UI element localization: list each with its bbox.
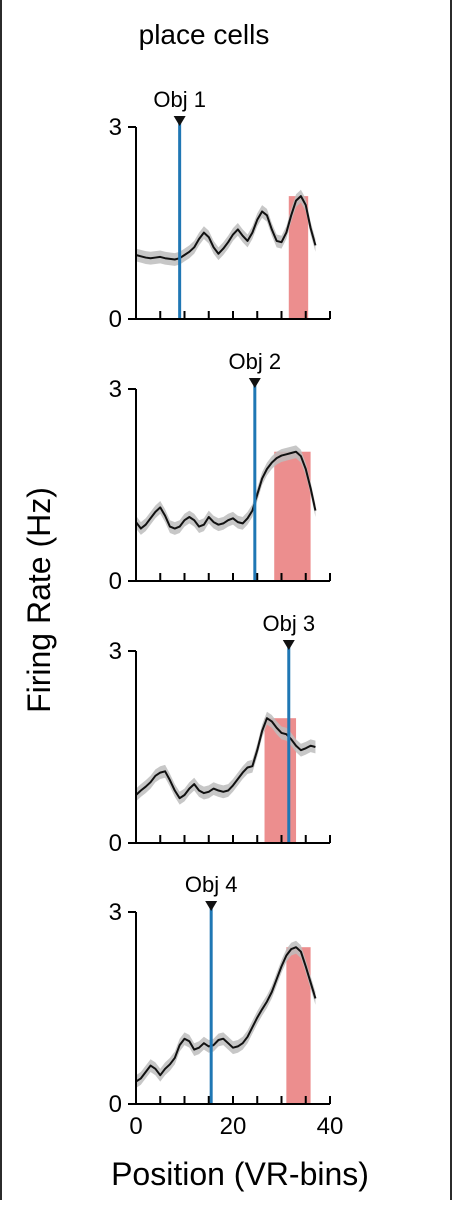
object-label-1: Obj 1	[153, 87, 206, 112]
object-label-3: Obj 3	[262, 611, 315, 636]
x-tick-label: 0	[129, 1113, 142, 1140]
firing-rate-line-3	[135, 717, 316, 800]
sem-band-2	[136, 445, 316, 535]
y-tick-label-4: 0	[109, 1091, 122, 1118]
object-label-4: Obj 4	[185, 872, 238, 897]
place-field-1	[288, 196, 309, 319]
right-frame-edge	[450, 0, 452, 1200]
x-axis-title: Position (VR-bins)	[111, 1156, 369, 1192]
x-tick-label: 40	[317, 1113, 344, 1140]
y-axis-title: Firing Rate (Hz)	[21, 487, 57, 713]
left-frame-edge	[0, 0, 2, 1200]
object-marker-4	[205, 901, 218, 911]
sem-band-4	[136, 940, 316, 1088]
chart-title: place cells	[139, 19, 270, 50]
y-tick-label-1: 3	[109, 114, 122, 141]
y-tick-label-4: 3	[109, 899, 122, 926]
sem-band-3	[136, 711, 316, 805]
firing-rate-line-4	[135, 946, 317, 1083]
object-marker-2	[248, 378, 261, 388]
y-tick-label-3: 0	[109, 830, 122, 857]
firing-rate-line-2	[135, 450, 317, 530]
x-tick-label: 20	[220, 1113, 247, 1140]
firing-rate-line-1	[135, 195, 317, 261]
panels-group: Obj 1 0 3 Obj 2 0 3 Obj 3 0 3 Obj 4 0 3 0 20 40	[109, 87, 344, 1140]
y-tick-label-2: 3	[109, 376, 122, 403]
place-field-2	[274, 451, 311, 581]
y-tick-label-1: 0	[109, 306, 122, 333]
y-tick-label-2: 0	[109, 568, 122, 595]
object-marker-1	[173, 116, 186, 126]
panel-4: Obj 4 0 3 0 20 40	[109, 872, 344, 1140]
object-marker-3	[282, 640, 295, 650]
object-label-2: Obj 2	[229, 349, 282, 374]
panel-3: Obj 3 0 3	[109, 611, 331, 857]
y-tick-label-3: 3	[109, 638, 122, 665]
panel-2: Obj 2 0 3	[109, 349, 331, 595]
panel-1: Obj 1 0 3	[109, 87, 331, 333]
